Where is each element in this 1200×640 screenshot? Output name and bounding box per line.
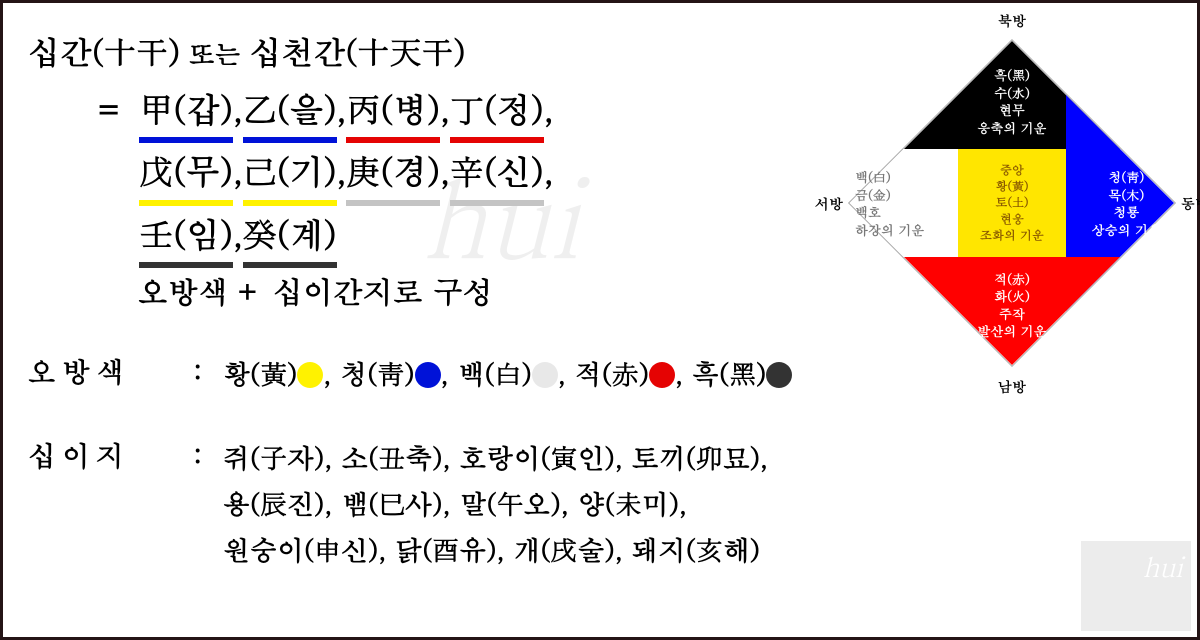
zodiac-row: 십이지 : 쥐(子자), 소(丑축), 호랑이(寅인), 토끼(卯묘), 용(辰진…	[28, 434, 848, 572]
seg-text: 백(白) 금(金) 백호 하강의 기운	[855, 168, 924, 238]
obang-diagram: 북방동방남방서방흑(黑) 수(水) 현무 응축의 기운청(靑) 목(木) 청룡 …	[847, 38, 1177, 368]
seg-text: 적(赤) 화(火) 주작 발산의 기운	[977, 270, 1046, 340]
zodiac-line: 쥐(子자), 소(丑축), 호랑이(寅인), 토끼(卯묘),	[223, 437, 768, 476]
section-sep: :	[193, 434, 223, 572]
ten-stems-block: = 甲(갑),乙(을),丙(병),丁(정), 戊(무),己(기),庚(경),辛(…	[28, 81, 848, 268]
color-swatch	[297, 362, 323, 388]
color-item: 적(赤)	[575, 353, 649, 392]
zodiac-line: 용(辰진), 뱀(巳사), 말(午오), 양(未미),	[223, 483, 687, 522]
color-swatch	[415, 362, 441, 388]
color-item: 황(黃)	[223, 353, 297, 392]
dir-label-north: 북방	[998, 10, 1026, 30]
color-swatch	[649, 362, 675, 388]
stem-pair: 辛(신)	[450, 143, 544, 205]
seg-text: 청(靑) 목(木) 청룡 상승의 기운	[1092, 168, 1161, 238]
five-colors-list: 황(黃), 청(靑), 백(白), 적(赤), 흑(黑)	[223, 350, 848, 396]
subtitle: 오방색 + 십이간지로 구성	[28, 270, 848, 312]
title-prefix: 십간(十干)	[28, 28, 180, 73]
section-sep: :	[193, 350, 223, 396]
zodiac-line: 원숭이(申신), 닭(酉유), 개(戌술), 돼지(亥해)	[223, 529, 760, 568]
color-swatch	[766, 362, 792, 388]
seg-text: 흑(黑) 수(水) 현무 응축의 기운	[977, 66, 1046, 136]
seg-text: 중앙 황(黃) 토(土) 현웅 조화의 기운	[980, 163, 1044, 244]
text-content: 십간(十干) 또는 십천간(十天干) = 甲(갑),乙(을),丙(병),丁(정)…	[28, 28, 848, 572]
title-suffix: 십천간(十天干)	[249, 28, 465, 73]
color-item: 청(靑)	[340, 353, 414, 392]
page-title: 십간(十干) 또는 십천간(十天干)	[28, 28, 848, 73]
color-swatch	[532, 362, 558, 388]
stem-pair: 壬(임)	[139, 206, 233, 268]
stem-pair: 甲(갑)	[139, 81, 233, 143]
stem-pair: 庚(경)	[346, 143, 440, 205]
dir-label-west: 서방	[815, 193, 843, 213]
stem-pair: 癸(계)	[243, 206, 337, 268]
dir-label-south: 남방	[998, 376, 1026, 396]
zodiac-list: 쥐(子자), 소(丑축), 호랑이(寅인), 토끼(卯묘), 용(辰진), 뱀(巳…	[223, 434, 848, 572]
title-mid: 또는	[180, 36, 249, 72]
stem-pair: 丙(병)	[346, 81, 440, 143]
color-item: 백(白)	[457, 353, 531, 392]
stem-pair: 丁(정)	[450, 81, 544, 143]
stem-pair: 乙(을)	[243, 81, 337, 143]
stem-pair: 己(기)	[243, 143, 337, 205]
dir-label-east: 동방	[1181, 193, 1200, 213]
section-label-colors: 오방색	[28, 350, 193, 396]
stem-pair: 戊(무)	[139, 143, 233, 205]
section-label-zodiac: 십이지	[28, 434, 193, 572]
watermark-corner: hui	[1081, 541, 1191, 631]
five-colors-row: 오방색 : 황(黃), 청(靑), 백(白), 적(赤), 흑(黑)	[28, 350, 848, 396]
color-item: 흑(黑)	[692, 353, 766, 392]
